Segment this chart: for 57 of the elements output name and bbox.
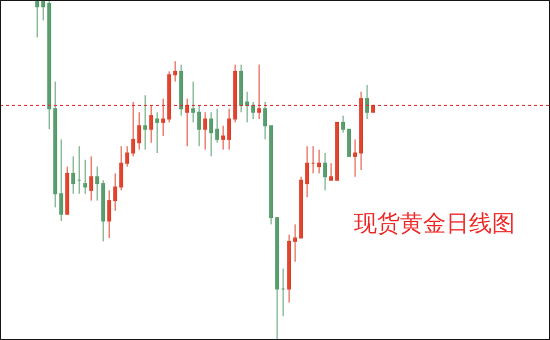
candlestick [341,115,346,134]
candlestick [179,64,184,116]
candlestick [161,98,166,136]
candlestick [41,0,46,21]
candlestick [317,149,322,174]
candlestick [167,70,172,123]
candlestick [335,122,340,181]
candlestick [233,64,238,123]
candlestick [83,159,88,194]
candlestick [185,98,190,147]
candlestick [131,102,136,157]
candlestick [107,190,112,238]
candlestick [71,156,76,194]
candlestick [347,128,352,157]
candlestick [221,125,226,150]
candlestick [101,180,106,242]
candlestick [263,102,268,140]
candlestick [275,217,280,340]
candlestick [197,104,202,147]
candlestick [323,152,328,191]
candlestick [143,94,148,150]
candlestick [251,102,256,120]
candlestick [77,146,82,194]
candlestick [359,91,364,170]
candlestick [311,146,316,174]
candlestick [59,138,64,222]
candlestick [227,108,232,150]
candlestick [353,138,358,178]
candlestick [287,234,292,304]
candlestick [239,64,244,113]
candlestick [53,81,58,208]
candlestick [365,84,370,120]
candlestick [329,162,334,181]
candlestick [209,112,214,157]
candlestick [215,108,220,144]
candlestick [269,125,274,225]
candlestick [257,64,262,120]
candlestick [137,112,142,150]
candlestick [155,112,160,154]
candlestick [149,104,154,144]
candlestick [191,81,196,123]
candlestick [281,268,286,317]
candlestick [113,172,118,212]
candlestick [65,166,70,215]
candlestick [125,146,130,168]
candlestick [203,112,208,150]
candlestick [119,146,124,191]
candlestick [35,0,40,38]
candlestick [245,91,250,123]
candlestick [89,156,94,202]
candlestick [293,224,298,262]
candlestick [305,146,310,198]
candlestick [299,176,304,238]
candlestick [95,166,100,202]
candlestick [47,0,52,130]
annotation: 现货黄金日线图 [354,211,515,237]
candlestick [173,60,178,82]
